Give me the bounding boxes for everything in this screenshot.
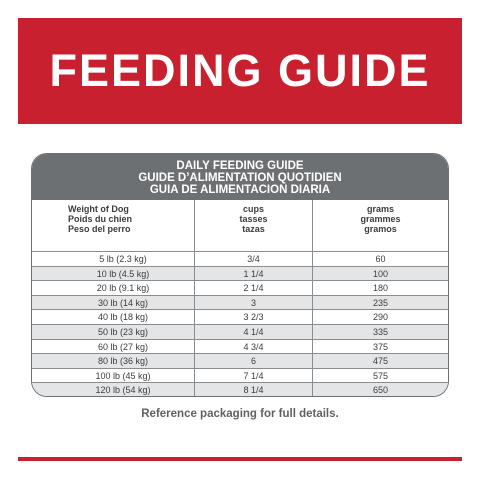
cell-cups: 2 1/4 xyxy=(195,281,313,295)
table-title-fr: GUIDE D’ALIMENTATION QUOTIDIEN xyxy=(138,172,342,184)
column-header-weight-fr: Poids du chien xyxy=(68,214,133,224)
cell-grams: 650 xyxy=(372,385,389,396)
cell-weight: 5 lb (2.3 kg) xyxy=(32,252,195,266)
cell-weight: 20 lb (9.1 kg) xyxy=(32,281,195,295)
cell-cups: 3/4 xyxy=(195,252,313,266)
cell-weight: 10 lb (4.5 kg) xyxy=(32,266,195,281)
column-header-grams-en: grams xyxy=(366,204,394,214)
cell-cups: 4 3/4 xyxy=(195,339,313,354)
column-header-weight-en: Weight of Dog xyxy=(68,204,129,214)
cell-weight: 100 lb (45 kg) xyxy=(32,368,195,383)
cell-grams: 335 xyxy=(372,326,389,337)
column-header-cups: cups tasses tazas xyxy=(195,200,313,251)
page-title: FEEDING GUIDE xyxy=(49,45,431,96)
cell-grams: 60 xyxy=(375,254,386,264)
cell-weight: 120 lb (54 kg) xyxy=(32,383,195,396)
table-row: 40 lb (18 kg) 3 2/3 290 xyxy=(32,310,448,325)
table-row: 10 lb (4.5 kg) 1 1/4 100 xyxy=(32,266,448,282)
table-row: 5 lb (2.3 kg) 3/4 60 xyxy=(32,252,448,267)
table-row: 80 lb (36 kg) 6 475 xyxy=(32,354,448,369)
cell-grams: 100 xyxy=(372,268,389,279)
cell-weight: 80 lb (36 kg) xyxy=(32,354,195,368)
column-header-cups-es: tazas xyxy=(242,224,265,234)
cell-weight: 30 lb (14 kg) xyxy=(32,295,195,310)
cell-grams: 290 xyxy=(372,312,389,323)
feeding-table: DAILY FEEDING GUIDE GUIDE D’ALIMENTATION… xyxy=(31,153,449,397)
cell-cups: 4 1/4 xyxy=(195,324,313,339)
column-header-cups-en: cups xyxy=(242,204,264,214)
table-title: DAILY FEEDING GUIDE GUIDE D’ALIMENTATION… xyxy=(32,154,448,200)
cell-weight: 40 lb (18 kg) xyxy=(32,310,195,324)
cell-grams: 575 xyxy=(372,370,389,381)
table-row: 50 lb (23 kg) 4 1/4 335 xyxy=(32,324,448,340)
cell-cups: 6 xyxy=(195,354,313,368)
header-banner: FEEDING GUIDE xyxy=(18,18,462,124)
cell-cups: 7 1/4 xyxy=(195,368,313,383)
column-header-weight-es: Peso del perro xyxy=(68,224,131,234)
cell-cups: 1 1/4 xyxy=(195,266,313,281)
column-header-grams-es: gramos xyxy=(364,224,397,234)
cell-weight: 50 lb (23 kg) xyxy=(32,324,195,339)
column-header-grams-fr: grammes xyxy=(360,214,401,224)
table-row: 60 lb (27 kg) 4 3/4 375 xyxy=(32,339,448,355)
cell-grams: 235 xyxy=(372,297,389,308)
column-header-row: Weight of Dog Poids du chien Peso del pe… xyxy=(32,200,448,252)
reference-note: Reference packaging for full details. xyxy=(141,408,339,420)
table-row: 120 lb (54 kg) 8 1/4 650 xyxy=(32,383,448,396)
table-body: 5 lb (2.3 kg) 3/4 60 10 lb (4.5 kg) 1 1/… xyxy=(32,252,448,396)
cell-weight: 60 lb (27 kg) xyxy=(32,339,195,354)
table-row: 30 lb (14 kg) 3 235 xyxy=(32,295,448,311)
table-row: 20 lb (9.1 kg) 2 1/4 180 xyxy=(32,281,448,296)
table-row: 100 lb (45 kg) 7 1/4 575 xyxy=(32,368,448,384)
column-header-grams: grams grammes gramos xyxy=(313,200,448,251)
table-title-es: GUIA DE ALIMENTACION DIARIA xyxy=(149,184,331,196)
cell-grams: 180 xyxy=(372,283,389,294)
cell-grams: 475 xyxy=(372,356,389,367)
column-header-cups-fr: tasses xyxy=(239,214,268,224)
bottom-divider xyxy=(18,457,462,461)
table-title-en: DAILY FEEDING GUIDE xyxy=(176,160,304,172)
column-header-weight: Weight of Dog Poids du chien Peso del pe… xyxy=(32,200,195,251)
cell-cups: 3 xyxy=(195,295,313,310)
cell-cups: 3 2/3 xyxy=(195,310,313,324)
cell-grams: 375 xyxy=(372,341,389,352)
cell-cups: 8 1/4 xyxy=(195,383,313,396)
